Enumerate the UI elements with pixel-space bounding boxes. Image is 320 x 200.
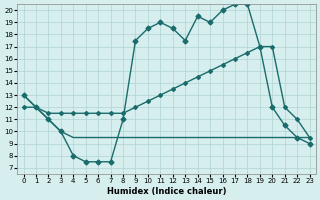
X-axis label: Humidex (Indice chaleur): Humidex (Indice chaleur)	[107, 187, 226, 196]
